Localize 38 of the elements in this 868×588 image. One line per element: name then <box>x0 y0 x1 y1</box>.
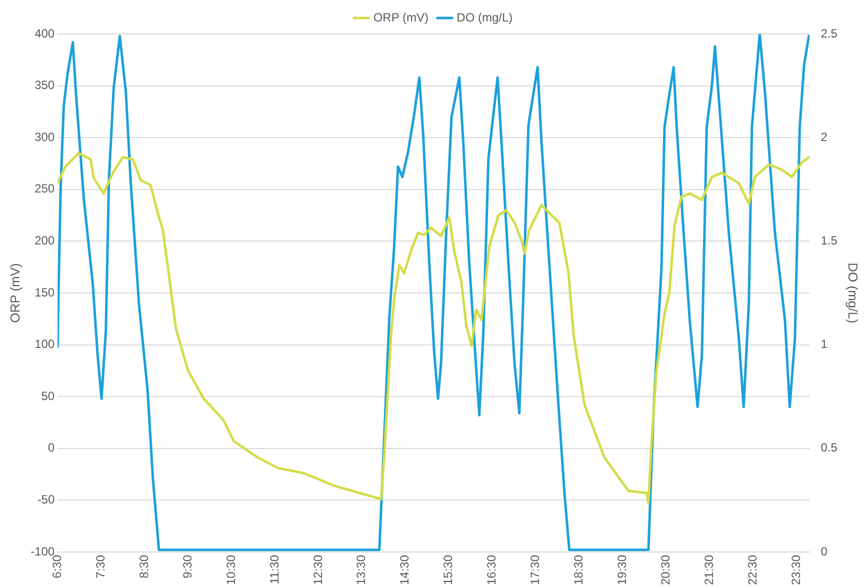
y-axis-title: ORP (mV) <box>7 263 22 323</box>
x-tick-label: 17:30 <box>528 554 542 585</box>
x-tick-label: 13:30 <box>354 554 368 585</box>
y2-axis-title: DO (mg/L) <box>846 262 861 324</box>
y-tick-label: 200 <box>34 234 55 248</box>
y-tick-label: 400 <box>34 26 55 40</box>
y-tick-label: 100 <box>34 337 55 352</box>
y-tick-label: 300 <box>34 130 55 144</box>
y-tick-label: 50 <box>41 388 55 403</box>
y-tick-label: -50 <box>37 492 55 506</box>
y2-tick-label: 2 <box>820 130 828 144</box>
y2-tick-label: 0.5 <box>820 440 838 455</box>
x-tick-label: 18:30 <box>572 554 586 585</box>
x-tick-label: 12:30 <box>310 554 325 585</box>
x-tick-label: 6:30 <box>50 554 64 578</box>
x-tick-label: 14:30 <box>398 554 412 585</box>
y2-tick-label: 1.5 <box>820 234 838 248</box>
x-tick-label: 8:30 <box>136 554 151 578</box>
x-tick-label: 10:30 <box>224 554 238 585</box>
x-tick-label: 20:30 <box>658 554 673 585</box>
x-tick-label: 9:30 <box>180 554 194 578</box>
x-tick-label: 7:30 <box>93 554 108 578</box>
y-tick-label: 150 <box>34 285 55 300</box>
y2-tick-label: 1 <box>820 337 828 352</box>
legend-label: ORP (mV) <box>373 10 428 24</box>
legend-label: DO (mg/L) <box>456 10 513 24</box>
y-tick-label: 350 <box>34 78 55 92</box>
y-tick-label: 250 <box>34 182 55 196</box>
x-tick-label: 16:30 <box>484 554 499 585</box>
x-tick-label: 15:30 <box>441 554 456 585</box>
x-tick-label: 22:30 <box>746 554 760 585</box>
y-tick-label: 0 <box>48 440 55 455</box>
x-tick-label: 21:30 <box>702 554 716 585</box>
x-tick-label: 23:30 <box>788 554 803 585</box>
x-tick-label: 19:30 <box>615 554 630 585</box>
y2-tick-label: 2.5 <box>820 26 838 40</box>
y2-tick-label: 0 <box>820 544 828 558</box>
x-tick-label: 11:30 <box>267 554 282 584</box>
